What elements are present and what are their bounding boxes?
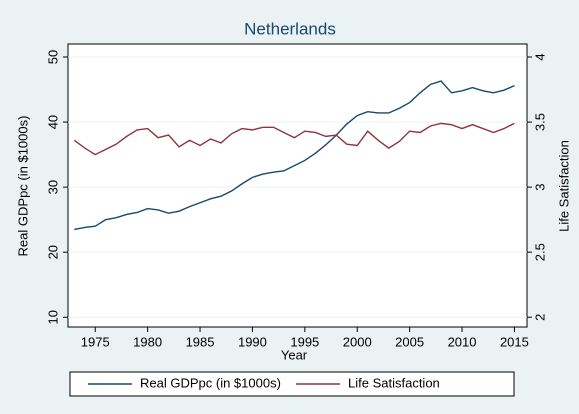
x-axis-label: Year <box>281 347 308 362</box>
series-line <box>74 80 515 231</box>
y-tick-label: 20 <box>45 245 60 259</box>
y2-tick-label: 3 <box>532 184 547 191</box>
y-tick-label: 10 <box>45 310 60 324</box>
series-line <box>73 122 515 156</box>
x-tick-label: 1995 <box>290 334 319 349</box>
y-tick-label: 40 <box>45 115 60 129</box>
y2-axis-label: Life Satisfaction <box>556 140 571 232</box>
legend-label: Real GDPpc (in $1000s) <box>140 375 281 390</box>
x-tick-label: 2005 <box>395 334 424 349</box>
legend <box>69 371 515 397</box>
x-tick-label: 1975 <box>81 334 110 349</box>
y-tick-label: 30 <box>45 180 60 194</box>
y2-tick-label: 2 <box>532 314 547 321</box>
x-tick-label: 2000 <box>343 334 372 349</box>
x-tick-label: 2015 <box>500 334 529 349</box>
y-tick-label: 50 <box>45 50 60 64</box>
y-axis-label: Real GDPpc (in $1000s) <box>15 116 30 257</box>
y2-tick-label: 4 <box>532 53 547 60</box>
x-tick-label: 2010 <box>448 334 477 349</box>
chart-title: Netherlands <box>244 19 336 38</box>
y2-tick-label: 2.5 <box>532 243 547 261</box>
legend-label: Life Satisfaction <box>348 375 440 390</box>
x-tick-label: 1980 <box>133 334 162 349</box>
plot-area <box>67 43 528 328</box>
y2-tick-label: 3.5 <box>532 113 547 131</box>
x-tick-label: 1990 <box>238 334 267 349</box>
x-tick-label: 1985 <box>186 334 215 349</box>
